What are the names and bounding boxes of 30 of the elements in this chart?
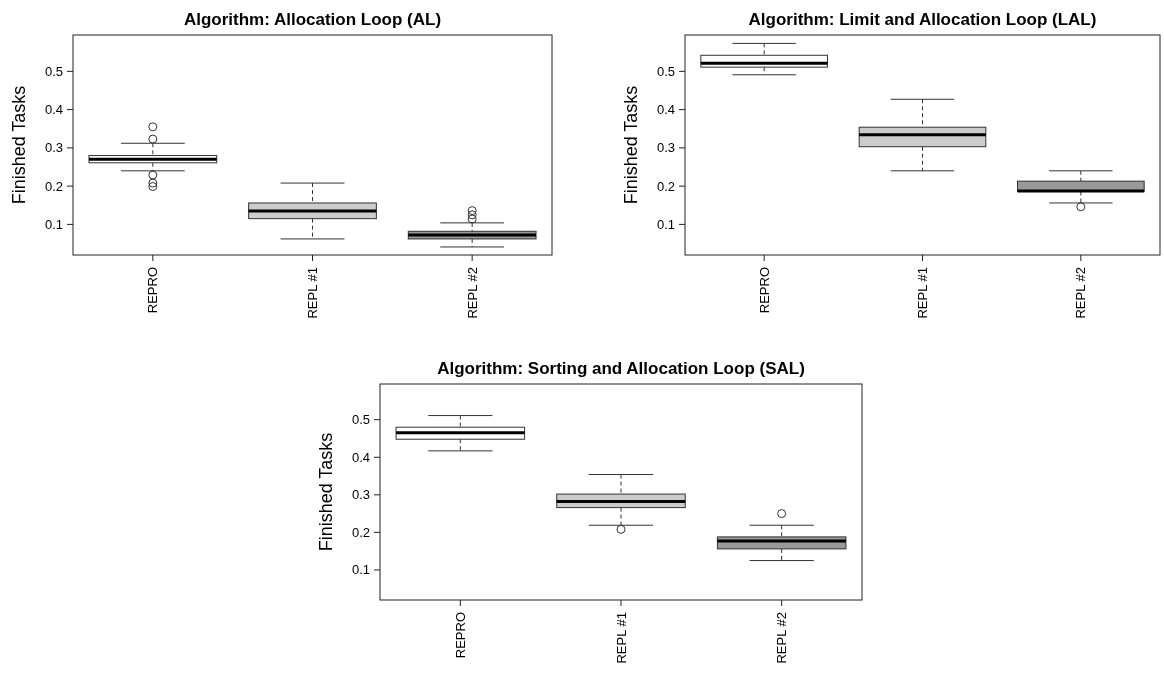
y-tick-label: 0.3 xyxy=(351,487,370,503)
y-axis-title: Finished Tasks xyxy=(9,85,29,205)
y-tick-label: 0.3 xyxy=(44,140,63,156)
y-tick-label: 0.4 xyxy=(656,102,675,118)
y-tick-label: 0.5 xyxy=(656,63,675,79)
x-tick-label: REPL #1 xyxy=(305,267,321,319)
y-tick-label: 0.1 xyxy=(656,216,675,232)
x-tick-label: REPRO xyxy=(756,267,772,314)
chart-title: Algorithm: Allocation Loop (AL) xyxy=(183,10,442,29)
y-tick-label: 0.1 xyxy=(44,216,63,232)
y-tick-label: 0.5 xyxy=(44,63,63,79)
y-tick-label: 0.3 xyxy=(656,140,675,156)
chart-title: Algorithm: Sorting and Allocation Loop (SAL) xyxy=(437,359,805,378)
y-axis-title: Finished Tasks xyxy=(621,85,641,205)
x-tick-label: REPL #1 xyxy=(613,612,629,664)
x-tick-label: REPRO xyxy=(452,612,468,659)
y-tick-label: 0.5 xyxy=(351,412,370,428)
y-tick-label: 0.4 xyxy=(44,102,63,118)
y-tick-label: 0.2 xyxy=(351,524,370,540)
x-tick-label: REPL #1 xyxy=(915,267,931,319)
y-tick-label: 0.2 xyxy=(656,178,675,194)
x-tick-label: REPRO xyxy=(145,267,161,314)
y-tick-label: 0.4 xyxy=(351,449,370,465)
x-tick-label: REPL #2 xyxy=(774,612,790,664)
y-axis-title: Finished Tasks xyxy=(316,432,336,552)
x-tick-label: REPL #2 xyxy=(1073,267,1089,319)
y-tick-label: 0.2 xyxy=(44,178,63,194)
x-tick-label: REPL #2 xyxy=(464,267,480,319)
chart-title: Algorithm: Limit and Allocation Loop (LAL) xyxy=(748,10,1097,29)
y-tick-label: 0.1 xyxy=(351,562,370,578)
